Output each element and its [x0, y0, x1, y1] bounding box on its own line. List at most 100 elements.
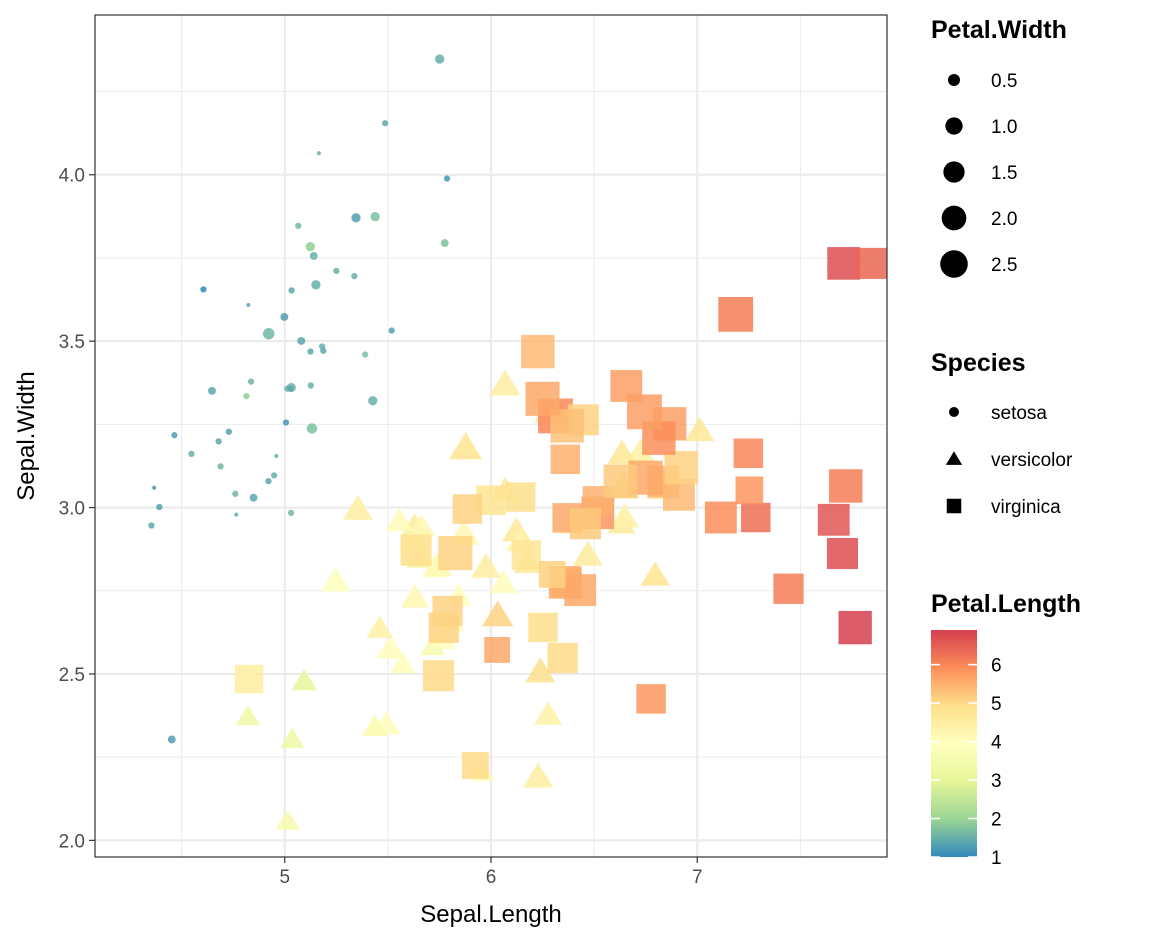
point-virginica: [704, 501, 737, 534]
point-virginica: [511, 540, 542, 570]
point-virginica: [400, 534, 432, 566]
point-setosa: [274, 453, 279, 458]
point-virginica: [234, 664, 264, 694]
point-versicolor: [606, 439, 638, 465]
point-virginica: [484, 636, 511, 663]
x-tick-label: 6: [486, 867, 497, 888]
point-setosa: [287, 509, 295, 517]
point-setosa: [388, 327, 395, 334]
point-setosa: [265, 478, 272, 485]
size-legend-key-icon: [947, 73, 961, 87]
point-setosa: [316, 151, 321, 156]
point-versicolor: [640, 561, 670, 586]
point-virginica: [521, 334, 555, 369]
point-setosa: [351, 213, 361, 223]
point-virginica: [461, 752, 489, 779]
point-setosa: [247, 378, 255, 385]
size-legend-key-icon: [945, 117, 963, 135]
point-virginica: [829, 469, 863, 503]
x-tick-label: 5: [279, 867, 290, 888]
point-virginica: [538, 560, 566, 588]
point-versicolor: [572, 540, 603, 566]
y-tick-label: 4.0: [59, 166, 85, 187]
size-legend-label: 1.5: [991, 163, 1017, 184]
point-versicolor: [610, 503, 640, 528]
point-setosa: [351, 273, 358, 280]
y-tick-label: 3.5: [59, 332, 85, 353]
point-setosa: [305, 242, 315, 252]
color-legend-label: 3: [991, 771, 1002, 792]
size-legend-title: Petal.Width: [931, 16, 1067, 44]
point-virginica: [603, 464, 637, 499]
point-setosa: [217, 463, 224, 470]
shape-legend-label: versicolor: [991, 450, 1073, 471]
point-setosa: [152, 485, 157, 490]
shape-legend-label: setosa: [991, 403, 1047, 424]
point-versicolor: [421, 554, 450, 578]
point-setosa: [280, 313, 289, 321]
point-versicolor: [489, 369, 521, 396]
point-versicolor: [291, 668, 318, 691]
point-virginica: [827, 247, 860, 280]
point-setosa: [282, 419, 290, 426]
point-setosa: [215, 438, 222, 445]
square-icon: [946, 498, 962, 514]
point-versicolor: [321, 567, 351, 592]
point-virginica: [422, 660, 455, 692]
point-virginica: [838, 610, 872, 645]
point-setosa: [171, 432, 178, 439]
point-versicolor: [400, 584, 429, 608]
point-virginica: [505, 482, 536, 512]
point-virginica: [826, 537, 859, 570]
point-setosa: [309, 251, 318, 260]
shape-legend: Species setosa versicolor virginica: [931, 349, 1073, 518]
point-setosa: [188, 450, 195, 458]
point-setosa: [288, 287, 295, 294]
point-virginica: [525, 381, 560, 416]
point-virginica: [733, 438, 764, 469]
size-legend-label: 0.5: [991, 71, 1017, 92]
point-versicolor: [470, 552, 501, 578]
x-tick-label: 7: [692, 867, 703, 888]
point-virginica: [741, 502, 771, 533]
point-versicolor: [625, 438, 656, 463]
color-legend-label: 2: [991, 810, 1002, 831]
point-versicolor: [280, 727, 305, 748]
point-setosa: [270, 472, 278, 479]
shape-legend-label: virginica: [991, 497, 1061, 518]
point-versicolor: [449, 431, 483, 460]
point-virginica: [547, 642, 578, 674]
point-setosa: [368, 396, 378, 406]
axes: 5 6 7 2.0 2.5 3.0 3.5 4.0: [59, 166, 703, 888]
point-setosa: [440, 239, 449, 247]
point-virginica: [817, 503, 850, 536]
point-setosa: [243, 393, 250, 400]
triangle-icon: [945, 451, 963, 465]
x-axis-title: Sepal.Length: [420, 901, 561, 928]
point-setosa: [307, 348, 314, 355]
point-virginica: [773, 573, 804, 604]
point-virginica: [855, 247, 888, 279]
point-setosa: [232, 490, 239, 497]
color-legend-label: 1: [991, 848, 1002, 869]
point-versicolor: [685, 416, 715, 442]
point-setosa: [262, 327, 275, 340]
point-versicolor: [534, 701, 563, 725]
shape-legend-title: Species: [931, 349, 1026, 377]
point-virginica: [428, 612, 459, 643]
point-setosa: [156, 503, 163, 511]
point-setosa: [320, 347, 327, 354]
point-virginica: [636, 684, 666, 714]
point-virginica: [550, 444, 581, 475]
point-versicolor: [376, 635, 405, 659]
point-versicolor: [385, 507, 414, 531]
point-setosa: [370, 212, 380, 222]
point-setosa: [249, 493, 258, 502]
point-setosa: [307, 382, 314, 389]
point-setosa: [148, 522, 155, 529]
data-points: [148, 54, 888, 830]
color-legend-label: 4: [991, 733, 1002, 754]
point-virginica: [664, 451, 698, 485]
point-versicolor: [342, 494, 374, 520]
